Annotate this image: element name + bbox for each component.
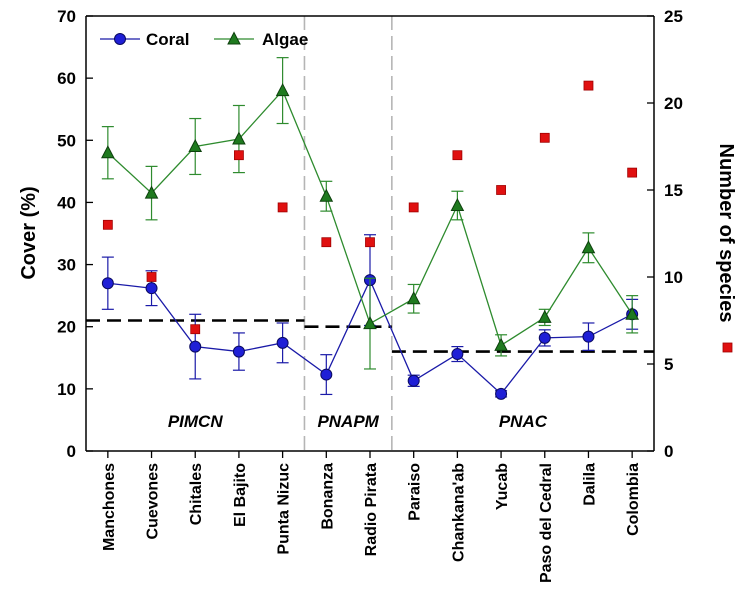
y-tick-label: 50 [57, 131, 76, 150]
x-tick-label: Cuevones [145, 463, 162, 540]
axes: 0 10 20 30 40 50 60 70 0 5 10 15 20 25 Manchones Cuevon… [57, 7, 683, 583]
y-tick-label: 40 [57, 193, 76, 212]
data-point [102, 219, 113, 230]
data-point [275, 82, 290, 97]
legend-label-algae: Algae [262, 30, 308, 49]
legend-label-coral: Coral [146, 30, 189, 49]
data-point [319, 188, 334, 202]
data-point [363, 316, 377, 330]
x-tick-label: Chitales [188, 463, 205, 525]
y2-tick-label: 10 [664, 268, 683, 287]
data-point [539, 132, 550, 143]
data-point [582, 330, 595, 343]
series-species [102, 80, 638, 335]
x-tick-label: Yucab [494, 463, 511, 510]
data-point [495, 387, 508, 400]
data-point [146, 272, 157, 282]
data-point [232, 345, 245, 358]
y-tick-label: 10 [57, 380, 76, 399]
y-tick-label: 0 [67, 442, 76, 461]
data-point [494, 337, 508, 351]
legend-marker-coral [114, 33, 126, 45]
x-tick-label: Colombia [625, 463, 642, 536]
data-point [232, 131, 246, 145]
x-tick-label: Paraiso [407, 463, 424, 521]
data-point [234, 150, 244, 161]
y2-axis-title: Number of species [715, 144, 737, 323]
data-point [276, 336, 289, 349]
legend-marker-species [722, 342, 733, 353]
y2-tick-label: 25 [664, 7, 683, 26]
data-point [320, 368, 333, 381]
x-tick-label: Bonanza [319, 463, 336, 530]
data-point [627, 167, 638, 178]
y2-tick-label: 20 [664, 94, 683, 113]
region-label: PNAC [499, 412, 548, 431]
data-point [581, 240, 596, 254]
x-tick-label: Punta Nizuc [276, 463, 293, 555]
x-tick-label: Radio Pirata [363, 463, 380, 556]
data-point [101, 145, 115, 159]
data-point [538, 331, 551, 344]
data-point [406, 291, 421, 305]
x-tick-label: Chankana'ab [450, 463, 467, 562]
y2-tick-label: 15 [664, 181, 683, 200]
data-point [190, 324, 201, 335]
data-point [101, 277, 114, 290]
legend-marker-algae [227, 31, 241, 45]
region-label: PIMCN [168, 412, 224, 431]
data-point [145, 282, 158, 295]
data-point [321, 237, 332, 248]
x-tick-label: Paso del Cedral [538, 463, 555, 583]
y-tick-label: 20 [57, 318, 76, 337]
data-point [408, 202, 419, 213]
data-point [407, 374, 420, 387]
data-point [144, 185, 159, 199]
data-point [583, 80, 594, 91]
y2-tick-label: 0 [664, 442, 673, 461]
y-axis-title: Cover (%) [18, 186, 40, 279]
x-tick-label: El Bajito [232, 463, 249, 527]
region-markers: PIMCN PNAPM PNAC [86, 16, 654, 451]
data-point [451, 348, 464, 361]
y-tick-label: 60 [57, 69, 76, 88]
data-point [625, 306, 639, 320]
y-tick-label: 70 [57, 7, 76, 26]
y2-tick-label: 5 [664, 355, 673, 374]
data-point [277, 202, 288, 213]
data-point [189, 340, 202, 353]
data-point [452, 150, 463, 161]
data-point [496, 185, 506, 195]
data-point [537, 309, 552, 323]
x-tick-label: Dalila [581, 463, 598, 506]
region-label: PNAPM [317, 412, 379, 431]
data-point [450, 197, 465, 212]
series-algae [101, 57, 639, 370]
data-series [101, 57, 639, 400]
legend: Coral Algae [100, 30, 733, 353]
x-tick-label: Manchones [101, 463, 118, 551]
data-point [365, 237, 375, 248]
y-tick-label: 30 [57, 256, 76, 275]
data-point [188, 138, 203, 152]
